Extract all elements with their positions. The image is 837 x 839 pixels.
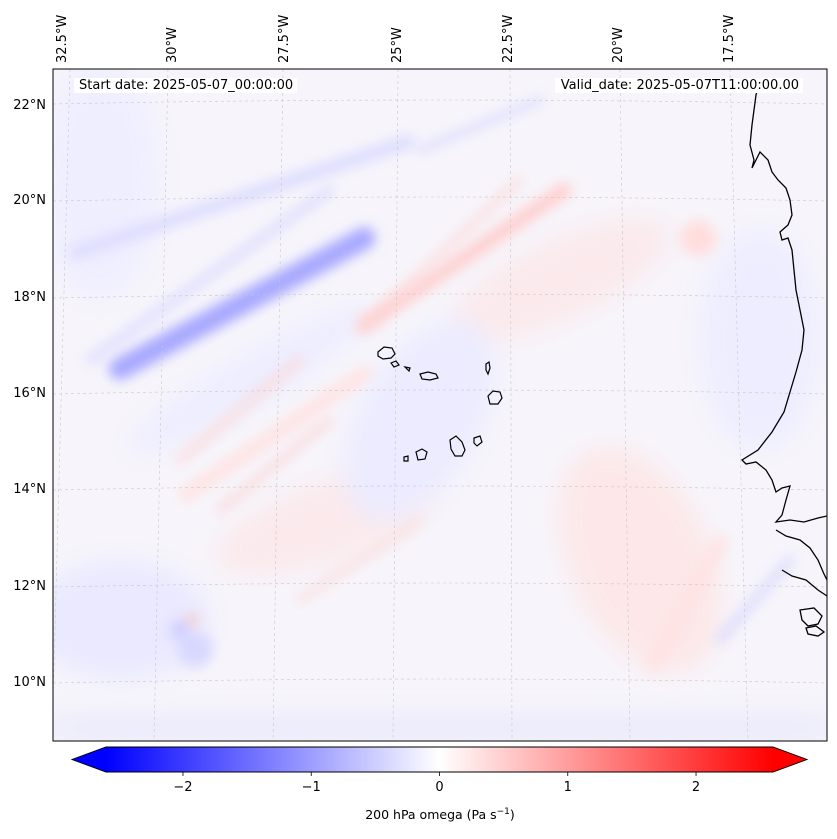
lon-label: 22.5°W [501,14,516,63]
lon-label: 17.5°W [722,14,737,63]
map-frame [52,68,828,742]
start-date-label: Start date: 2025-05-07_00:00:00 [74,78,298,93]
lat-label: 18°N [13,290,46,305]
omega-blob-negative [177,631,214,668]
lon-label: 32.5°W [55,14,70,63]
omega-band-positive [179,366,372,502]
lon-label: 25°W [390,27,405,63]
lat-label: 22°N [13,98,46,113]
colorbar-tick-label: −2 [173,780,193,795]
graticule [53,69,827,741]
colorbar-tick-label: 1 [563,780,572,795]
lon-label: 27.5°W [277,14,292,63]
colorbar-tick-label: 2 [691,780,701,795]
omega-blob-positive [680,220,716,257]
lat-label: 20°N [13,193,46,208]
omega-field [53,69,827,741]
lat-label: 16°N [13,386,46,401]
colorbar-label-prefix: 200 hPa omega (Pa s [365,807,497,823]
omega-band-negative [108,227,376,380]
omega-band-positive [357,182,572,333]
colorbar-label-exp: −1 [496,807,510,817]
lat-label: 10°N [13,675,46,690]
cabo-verde-islands [377,346,503,462]
lon-label: 20°W [611,27,626,63]
colorbar-tick-label: −1 [301,780,321,795]
colorbar-label-suffix: ) [509,807,515,823]
colorbar [70,746,809,776]
valid-date-label: Valid_date: 2025-05-07T11:00:00.00 [554,78,803,93]
lat-label: 14°N [13,482,46,497]
lat-label: 12°N [13,579,46,594]
africa-coastline [740,79,827,637]
omega-band-negative [68,134,416,260]
lon-label: 30°W [165,27,180,63]
omega-band-positive [646,535,728,671]
colorbar-label: 200 hPa omega (Pa s−1) [0,807,837,822]
colorbar-tick-label: 0 [435,780,444,795]
